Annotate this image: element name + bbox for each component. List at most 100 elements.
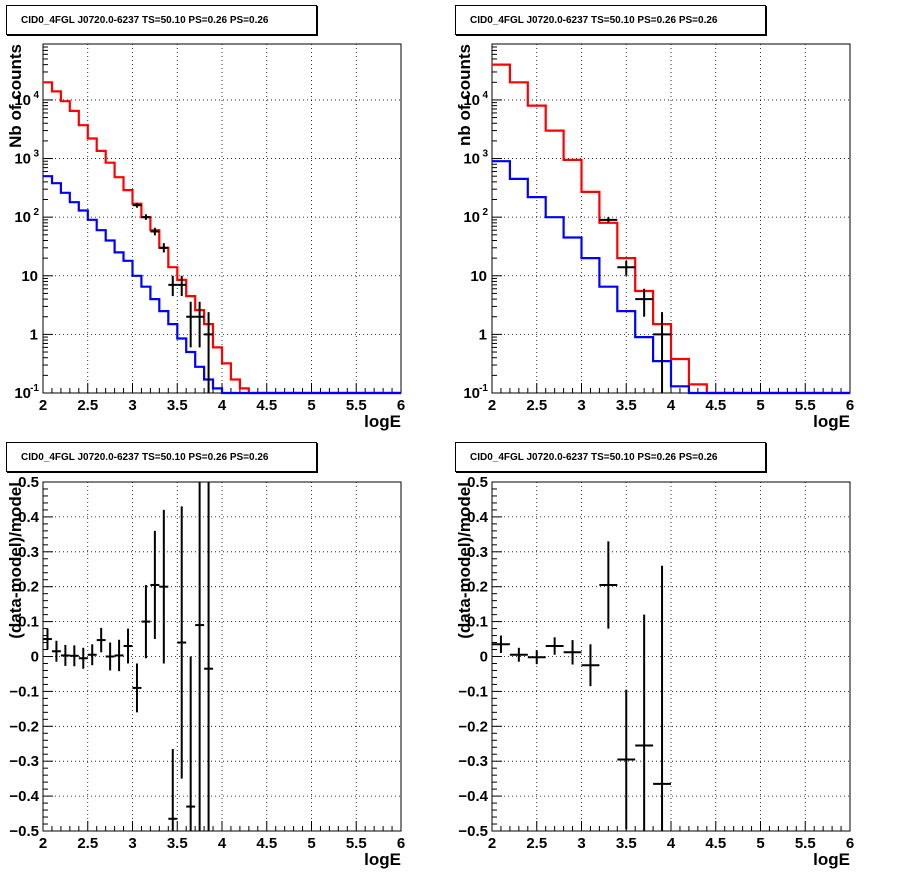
y-tick-label: −0.2 — [458, 718, 488, 735]
y-tick-label: −0.5 — [458, 823, 488, 840]
y-tick-label: 0.3 — [467, 544, 488, 561]
x-tick-label: 5.5 — [795, 835, 816, 852]
data-point — [132, 202, 142, 208]
y-tick-label: 10 — [470, 268, 487, 285]
plot-title: CID0_4FGL J0720.0-6237 TS=50.10 PS=0.26 … — [6, 442, 317, 472]
x-tick-label: 3 — [577, 397, 585, 414]
plot-title: CID0_4FGL J0720.0-6237 TS=50.10 PS=0.26 … — [455, 5, 766, 35]
y-tick-label: 10 — [14, 209, 31, 226]
x-tick-label: 4.5 — [256, 835, 277, 852]
x-tick-label: 4.5 — [256, 397, 277, 414]
x-axis-label: logE — [813, 412, 850, 431]
data-point — [635, 288, 654, 317]
y-tick-label: 0.5 — [467, 474, 488, 491]
y-tick-label: 10 — [463, 151, 480, 168]
x-axis-label: logE — [364, 412, 401, 431]
x-tick-label: 4 — [218, 835, 227, 852]
y-tick-label: 0.4 — [467, 509, 489, 526]
x-tick-label: 2 — [488, 835, 496, 852]
y-tick-exponent: 3 — [33, 149, 39, 160]
x-tick-label: 6 — [397, 835, 405, 852]
data-point — [159, 509, 169, 664]
data-point — [123, 628, 133, 664]
y-axis-label: (data-model)/model — [455, 482, 474, 639]
data-point — [635, 614, 654, 831]
y-tick-label: 0.1 — [18, 614, 39, 631]
x-tick-label: 5 — [756, 835, 764, 852]
histogram-series-1 — [492, 160, 850, 395]
histogram-series-1 — [43, 175, 401, 395]
x-tick-label: 2.5 — [526, 835, 547, 852]
data-point — [653, 312, 671, 393]
x-tick-label: 3 — [577, 835, 585, 852]
data-point — [563, 640, 582, 665]
y-tick-label: −0.3 — [9, 753, 39, 770]
y-tick-exponent: 2 — [482, 207, 488, 218]
data-point — [186, 301, 196, 348]
x-tick-label: 5 — [307, 397, 315, 414]
y-tick-exponent: -1 — [479, 383, 488, 394]
data-point — [141, 584, 151, 659]
x-tick-label: 5 — [756, 397, 764, 414]
data-point — [177, 506, 187, 779]
x-tick-label: 6 — [846, 835, 854, 852]
data-point — [599, 541, 618, 629]
y-tick-label: −0.1 — [9, 683, 39, 700]
y-axis-label: Nb of counts — [6, 44, 25, 148]
x-tick-label: 4 — [218, 397, 227, 414]
y-tick-label: 10 — [21, 268, 38, 285]
data-point — [105, 642, 115, 671]
y-tick-label: 0.2 — [467, 579, 488, 596]
data-point — [204, 482, 214, 831]
y-tick-label: −0.2 — [9, 718, 39, 735]
data-point — [509, 647, 528, 662]
y-tick-label: 0.5 — [18, 474, 39, 491]
data-point — [195, 482, 205, 831]
y-tick-label: 1 — [479, 326, 487, 343]
x-tick-label: 2.5 — [77, 397, 98, 414]
x-axis-label: logE — [364, 850, 401, 869]
x-tick-label: 3.5 — [167, 835, 188, 852]
y-tick-label: 10 — [463, 385, 480, 402]
x-tick-label: 5.5 — [346, 397, 367, 414]
x-tick-label: 3 — [128, 835, 136, 852]
data-point — [599, 217, 618, 223]
data-point — [150, 530, 160, 640]
x-tick-label: 4.5 — [705, 397, 726, 414]
y-tick-label: 0.1 — [467, 614, 488, 631]
x-tick-label: 2.5 — [77, 835, 98, 852]
y-tick-label: 0.2 — [18, 579, 39, 596]
y-tick-label: 0 — [480, 649, 488, 666]
histogram-series-0 — [492, 63, 850, 395]
y-axis-label: (data-model)/model — [6, 482, 25, 639]
y-tick-exponent: 4 — [482, 90, 488, 101]
y-tick-exponent: 3 — [482, 149, 488, 160]
data-point — [51, 640, 61, 662]
x-tick-label: 2.5 — [526, 397, 547, 414]
data-point — [527, 650, 546, 665]
data-point — [204, 312, 214, 393]
plot-title: CID0_4FGL J0720.0-6237 TS=50.10 PS=0.26 … — [6, 5, 317, 35]
x-tick-label: 5.5 — [346, 835, 367, 852]
x-tick-label: 2 — [488, 397, 496, 414]
x-tick-label: 5.5 — [795, 397, 816, 414]
y-tick-label: 10 — [14, 385, 31, 402]
data-point — [168, 275, 178, 297]
y-tick-label: −0.4 — [458, 788, 488, 805]
y-tick-label: 0 — [31, 649, 39, 666]
y-tick-exponent: 2 — [33, 207, 39, 218]
y-tick-label: 0.3 — [18, 544, 39, 561]
y-tick-label: −0.3 — [458, 753, 488, 770]
data-point — [653, 565, 671, 831]
y-tick-label: −0.4 — [9, 788, 39, 805]
x-tick-label: 3.5 — [167, 397, 188, 414]
y-tick-exponent: -1 — [30, 383, 39, 394]
data-point — [581, 644, 600, 687]
y-axis-label: nb of counts — [455, 44, 474, 146]
y-tick-exponent: 4 — [33, 90, 39, 101]
data-point — [87, 644, 97, 666]
x-tick-label: 4 — [667, 835, 676, 852]
y-tick-label: 1 — [30, 326, 38, 343]
data-point — [69, 645, 79, 667]
